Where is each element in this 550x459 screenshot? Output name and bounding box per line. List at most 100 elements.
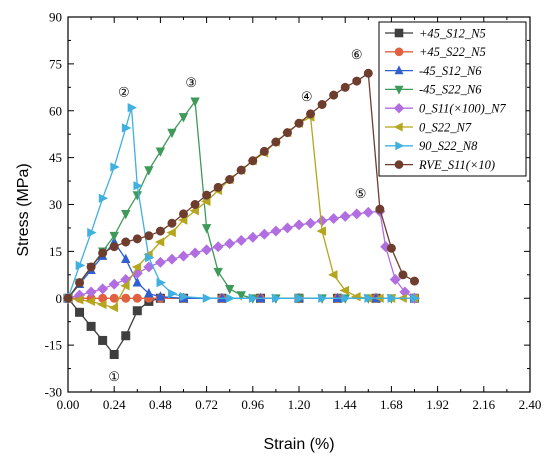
data-point <box>375 204 385 214</box>
data-point <box>75 307 85 317</box>
data-point <box>258 228 270 240</box>
data-point <box>121 210 131 220</box>
data-point <box>121 293 131 303</box>
data-point <box>85 286 97 298</box>
data-point <box>201 244 213 256</box>
data-point <box>144 252 155 263</box>
legend-item: +45_S12_N5 <box>385 26 486 40</box>
y-tick-label: 45 <box>49 150 62 165</box>
data-point <box>132 293 142 303</box>
data-point <box>109 231 119 242</box>
data-point <box>85 296 95 307</box>
series-line <box>67 240 415 299</box>
data-point <box>110 162 120 172</box>
data-point <box>108 278 120 290</box>
data-point <box>306 109 316 119</box>
data-point <box>351 208 363 220</box>
y-tick-label: 15 <box>49 244 62 259</box>
data-point <box>86 321 96 331</box>
x-tick-label: 2.40 <box>519 397 542 412</box>
data-point <box>155 147 166 157</box>
series-6 <box>64 102 421 303</box>
legend-marker <box>393 122 403 132</box>
series-line <box>67 107 415 299</box>
data-point <box>179 292 190 302</box>
data-point <box>201 224 212 234</box>
legend-item: 0_S11(×100)_N7 <box>385 102 506 116</box>
data-point <box>281 222 293 234</box>
y-tick-label: 75 <box>49 56 62 71</box>
data-point <box>202 190 212 200</box>
data-point <box>282 128 292 138</box>
data-point <box>155 226 165 236</box>
data-point <box>339 210 351 222</box>
legend-label: RVE_S11(×10) <box>418 158 495 172</box>
data-point <box>363 68 373 78</box>
data-point <box>318 293 328 303</box>
data-point <box>259 146 269 156</box>
data-point <box>132 306 142 316</box>
data-point <box>168 288 178 299</box>
data-point <box>225 175 235 185</box>
data-point <box>98 193 109 203</box>
data-point <box>352 76 362 86</box>
legend-label: 0_S22_N7 <box>419 120 472 134</box>
data-point <box>127 102 138 113</box>
data-point <box>389 274 401 285</box>
x-tick-label: 1.92 <box>426 397 449 412</box>
data-point <box>86 262 96 272</box>
data-point <box>328 270 338 280</box>
data-point <box>74 295 84 305</box>
data-point <box>131 262 142 272</box>
legend-marker <box>393 102 405 114</box>
legend-marker <box>394 160 404 169</box>
x-tick-label: 0.96 <box>241 397 264 412</box>
peak-annotations: ① ② ③ ④ ⑤ ⑥ <box>108 47 366 384</box>
x-tick-label: 1.20 <box>288 397 311 412</box>
legend-item: -45_S22_N6 <box>385 83 482 97</box>
data-point <box>316 215 328 227</box>
data-point <box>236 291 246 301</box>
data-point <box>167 218 177 228</box>
peak-label: ⑤ <box>355 186 367 201</box>
data-point <box>225 293 236 303</box>
data-point <box>293 219 305 231</box>
data-point <box>255 292 266 303</box>
data-point <box>305 217 317 229</box>
series-4 <box>62 205 420 304</box>
data-point <box>189 247 201 259</box>
legend-label: 90_S22_N8 <box>419 139 478 153</box>
data-point <box>235 234 247 246</box>
y-tick-label: 90 <box>49 10 62 25</box>
data-point <box>109 242 119 252</box>
data-point <box>144 231 154 241</box>
data-point <box>332 292 343 303</box>
data-point <box>248 293 259 303</box>
legend-label: 0_S11(×100)_N7 <box>419 102 506 116</box>
y-axis-title: Stress (MPa) <box>15 163 32 256</box>
data-point <box>109 349 119 359</box>
data-point <box>87 227 97 238</box>
data-point <box>155 291 166 301</box>
legend-marker <box>394 47 404 57</box>
data-point <box>248 156 258 166</box>
data-point <box>225 285 235 295</box>
data-point <box>143 261 155 273</box>
data-point <box>340 82 350 92</box>
data-point <box>178 250 189 262</box>
data-series <box>62 68 421 359</box>
data-point <box>144 166 154 176</box>
data-point <box>387 293 397 303</box>
legend-label: -45_S12_N6 <box>419 64 482 78</box>
data-point <box>351 292 361 302</box>
data-point <box>75 278 85 288</box>
series-7 <box>63 68 419 303</box>
x-tick-label: 0.00 <box>57 397 80 412</box>
legend-marker <box>395 141 405 151</box>
legend-label: +45_S12_N5 <box>419 26 486 40</box>
legend-box <box>378 21 527 177</box>
data-point <box>108 302 119 313</box>
data-point <box>212 241 224 253</box>
data-point <box>121 123 132 133</box>
data-point <box>213 182 223 192</box>
